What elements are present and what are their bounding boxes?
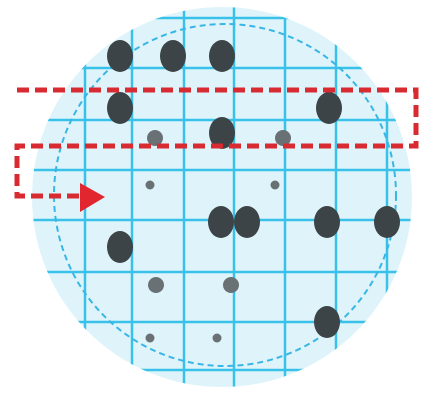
inner-dashed-ring bbox=[53, 23, 397, 367]
colony-spot-large bbox=[374, 206, 400, 238]
colony-spot-large bbox=[107, 92, 133, 124]
arrow-right-icon bbox=[80, 183, 105, 212]
colony-spot-large bbox=[316, 92, 342, 124]
colony-spots bbox=[107, 40, 400, 343]
colony-spot-small bbox=[145, 180, 155, 190]
colony-spot-small bbox=[212, 333, 222, 343]
colony-spot-large bbox=[160, 40, 186, 72]
colony-spot-large bbox=[107, 40, 133, 72]
colony-spot-large bbox=[209, 40, 235, 72]
colony-spot-large bbox=[107, 231, 133, 263]
colony-spot-small bbox=[270, 180, 280, 190]
colony-spot-large bbox=[314, 206, 340, 238]
colony-spot-medium bbox=[148, 277, 164, 293]
colony-spot-large bbox=[234, 206, 260, 238]
colony-spot-large bbox=[314, 306, 340, 338]
colony-spot-medium bbox=[223, 277, 239, 293]
colony-spot-medium bbox=[275, 130, 291, 146]
colony-spot-small bbox=[145, 333, 155, 343]
colony-spot-large bbox=[208, 206, 234, 238]
colony-spot-medium bbox=[147, 130, 163, 146]
scan-path bbox=[14, 87, 419, 199]
colony-spot-large bbox=[209, 117, 235, 149]
